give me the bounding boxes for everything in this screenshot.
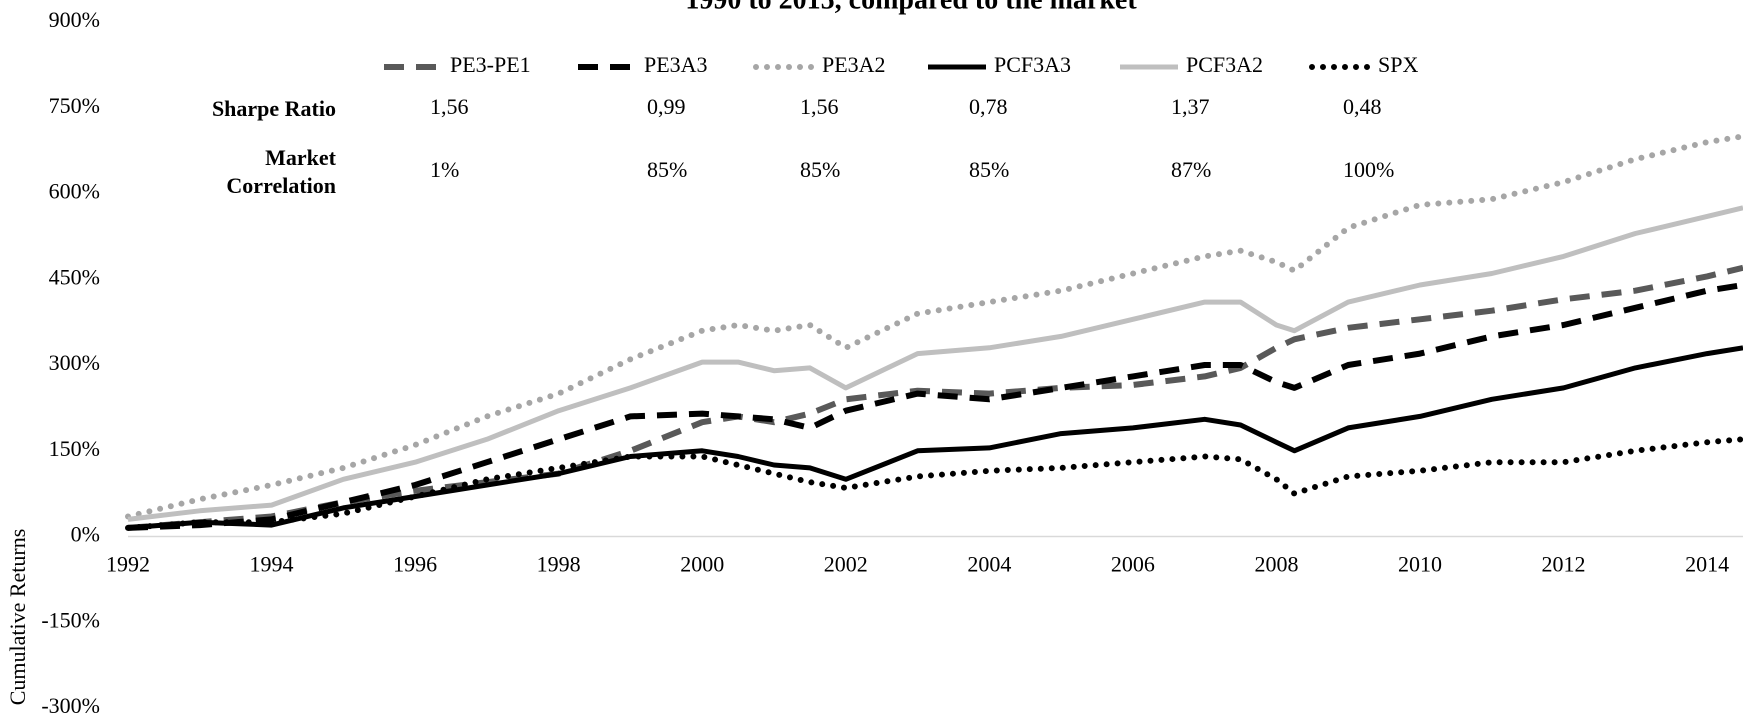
stat-value: 85% <box>800 157 840 182</box>
y-tick-label: -150% <box>41 607 100 632</box>
y-axis-label: Cumulative Returns <box>5 529 30 706</box>
x-tick-label: 1994 <box>250 552 294 577</box>
x-tick-label: 2008 <box>1254 552 1298 577</box>
y-tick-label: 750% <box>49 93 100 118</box>
stat-value: 1,37 <box>1171 94 1210 119</box>
y-tick-label: 900% <box>49 7 100 32</box>
stat-value: 87% <box>1171 157 1211 182</box>
legend-label: PE3A2 <box>822 52 886 77</box>
y-tick-label: -300% <box>41 693 100 718</box>
x-tick-label: 1992 <box>106 552 150 577</box>
chart-title: 1990 to 2015, compared to the market <box>685 0 1137 15</box>
x-tick-label: 1998 <box>537 552 581 577</box>
y-tick-label: 300% <box>49 350 100 375</box>
stat-value: 85% <box>647 157 687 182</box>
x-tick-label: 2004 <box>967 552 1011 577</box>
series-line <box>125 436 1743 531</box>
stat-value: 85% <box>969 157 1009 182</box>
stat-value: 100% <box>1343 157 1394 182</box>
x-tick-label: 2006 <box>1111 552 1155 577</box>
y-tick-label: 600% <box>49 179 100 204</box>
series-line <box>127 205 1743 522</box>
x-tick-label: 1996 <box>393 552 437 577</box>
legend-label: PE3A3 <box>644 52 708 77</box>
legend-label: PCF3A2 <box>1186 52 1263 77</box>
stat-label: Sharpe Ratio <box>211 96 336 121</box>
stat-value: 0,48 <box>1343 94 1382 119</box>
x-tick-label: 2014 <box>1685 552 1729 577</box>
x-tick-label: 2000 <box>680 552 724 577</box>
x-tick-label: 2002 <box>824 552 868 577</box>
y-tick-label: 150% <box>49 436 100 461</box>
stat-label: Market Correlation <box>226 145 336 198</box>
y-tick-label: 0% <box>71 522 100 547</box>
stat-value: 1,56 <box>800 94 839 119</box>
stat-value: 1% <box>430 157 459 182</box>
stat-value: 1,56 <box>430 94 469 119</box>
series-line <box>127 345 1743 531</box>
x-tick-label: 2010 <box>1398 552 1442 577</box>
legend-label: PE3-PE1 <box>450 52 531 77</box>
x-tick-label: 2012 <box>1542 552 1586 577</box>
legend-label: SPX <box>1378 52 1418 77</box>
stat-value: 0,78 <box>969 94 1008 119</box>
y-tick-label: 450% <box>49 264 100 289</box>
stat-value: 0,99 <box>647 94 686 119</box>
series-line <box>127 282 1743 531</box>
legend-label: PCF3A3 <box>994 52 1071 77</box>
series-line <box>127 264 1743 531</box>
